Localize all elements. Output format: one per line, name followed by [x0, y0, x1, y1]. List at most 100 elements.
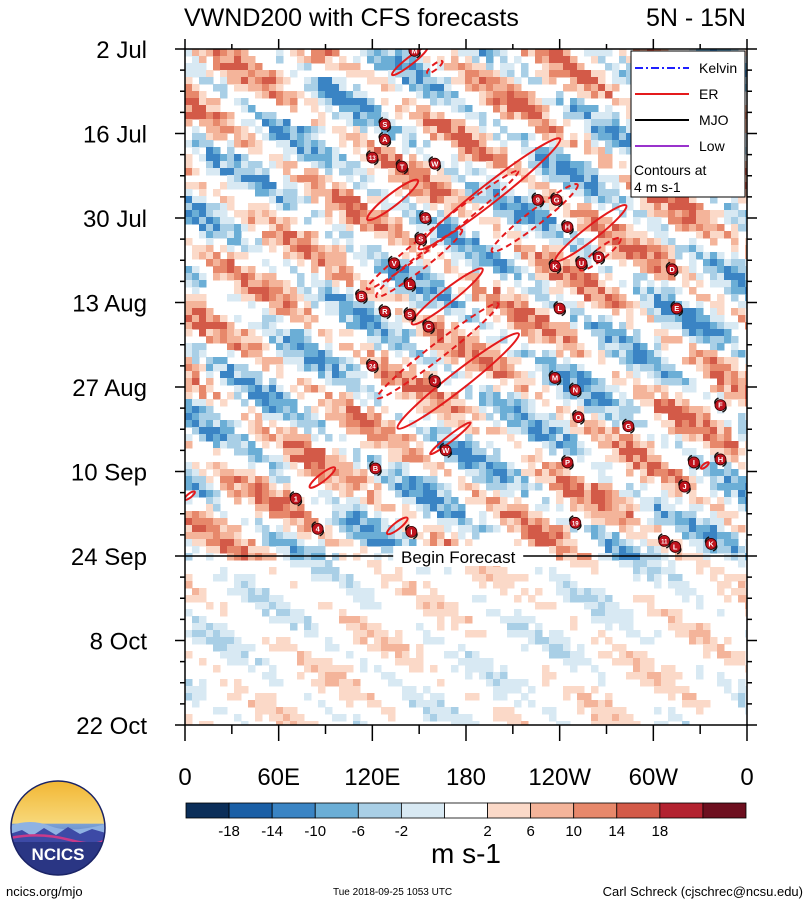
field-cell	[402, 329, 410, 337]
field-cell	[437, 119, 445, 127]
field-cell	[514, 273, 522, 281]
field-cell	[598, 280, 606, 288]
field-cell	[493, 189, 501, 197]
field-cell	[423, 595, 431, 603]
field-cell	[654, 287, 662, 295]
field-cell	[703, 525, 711, 533]
field-cell	[199, 224, 207, 232]
field-cell	[402, 483, 410, 491]
field-cell	[388, 56, 396, 64]
field-cell	[521, 693, 529, 701]
field-cell	[269, 182, 277, 190]
field-cell	[542, 301, 550, 309]
field-cell	[493, 350, 501, 358]
field-cell	[563, 175, 571, 183]
field-cell	[227, 238, 235, 246]
field-cell	[192, 70, 200, 78]
field-cell	[381, 441, 389, 449]
field-cell	[521, 175, 529, 183]
field-cell	[542, 364, 550, 372]
field-cell	[507, 679, 515, 687]
field-cell	[472, 448, 480, 456]
field-cell	[514, 616, 522, 624]
field-cell	[521, 644, 529, 652]
field-cell	[276, 161, 284, 169]
field-cell	[472, 336, 480, 344]
field-cell	[283, 350, 291, 358]
field-cell	[479, 343, 487, 351]
field-cell	[696, 322, 704, 330]
field-cell	[724, 420, 732, 428]
field-cell	[640, 259, 648, 267]
field-cell	[220, 168, 228, 176]
field-cell	[738, 427, 746, 435]
field-cell	[549, 301, 557, 309]
field-cell	[255, 476, 263, 484]
field-cell	[297, 420, 305, 428]
field-cell	[381, 231, 389, 239]
field-cell	[304, 217, 312, 225]
field-cell	[388, 434, 396, 442]
field-cell	[283, 224, 291, 232]
field-cell	[570, 70, 578, 78]
field-cell	[731, 469, 739, 477]
field-cell	[675, 392, 683, 400]
field-cell	[535, 147, 543, 155]
field-cell	[318, 462, 326, 470]
field-cell	[710, 196, 718, 204]
field-cell	[654, 399, 662, 407]
field-cell	[584, 168, 592, 176]
field-cell	[353, 616, 361, 624]
field-cell	[304, 56, 312, 64]
field-cell	[430, 98, 438, 106]
field-cell	[465, 497, 473, 505]
field-cell	[444, 406, 452, 414]
field-cell	[591, 175, 599, 183]
field-cell	[437, 539, 445, 547]
field-cell	[416, 175, 424, 183]
field-cell	[227, 175, 235, 183]
field-cell	[598, 91, 606, 99]
storm-icon	[403, 308, 416, 321]
field-cell	[451, 217, 459, 225]
field-cell	[591, 504, 599, 512]
field-cell	[542, 119, 550, 127]
field-cell	[290, 413, 298, 421]
field-cell	[451, 714, 459, 722]
field-cell	[437, 427, 445, 435]
field-cell	[493, 406, 501, 414]
field-cell	[423, 294, 431, 302]
field-cell	[528, 371, 536, 379]
storm-marker: G	[550, 192, 563, 208]
field-cell	[647, 518, 655, 526]
field-cell	[206, 427, 214, 435]
field-cell	[542, 231, 550, 239]
field-cell	[689, 588, 697, 596]
field-cell	[472, 350, 480, 358]
field-cell	[724, 280, 732, 288]
field-cell	[486, 469, 494, 477]
field-cell	[381, 651, 389, 659]
field-cell	[409, 98, 417, 106]
field-cell	[458, 308, 466, 316]
storm-marker: B	[369, 460, 382, 477]
field-cell	[458, 504, 466, 512]
field-cell	[346, 133, 354, 141]
field-cell	[542, 602, 550, 610]
field-cell	[381, 329, 389, 337]
field-cell	[339, 462, 347, 470]
field-cell	[213, 357, 221, 365]
field-cell	[388, 483, 396, 491]
field-cell	[738, 560, 746, 568]
field-cell	[661, 721, 669, 725]
field-cell	[689, 427, 697, 435]
field-cell	[374, 700, 382, 708]
field-cell	[549, 56, 557, 64]
field-cell	[388, 175, 396, 183]
field-cell	[339, 413, 347, 421]
field-cell	[409, 378, 417, 386]
field-cell	[521, 378, 529, 386]
field-cell	[199, 203, 207, 211]
field-cell	[332, 112, 340, 120]
field-cell	[528, 637, 536, 645]
